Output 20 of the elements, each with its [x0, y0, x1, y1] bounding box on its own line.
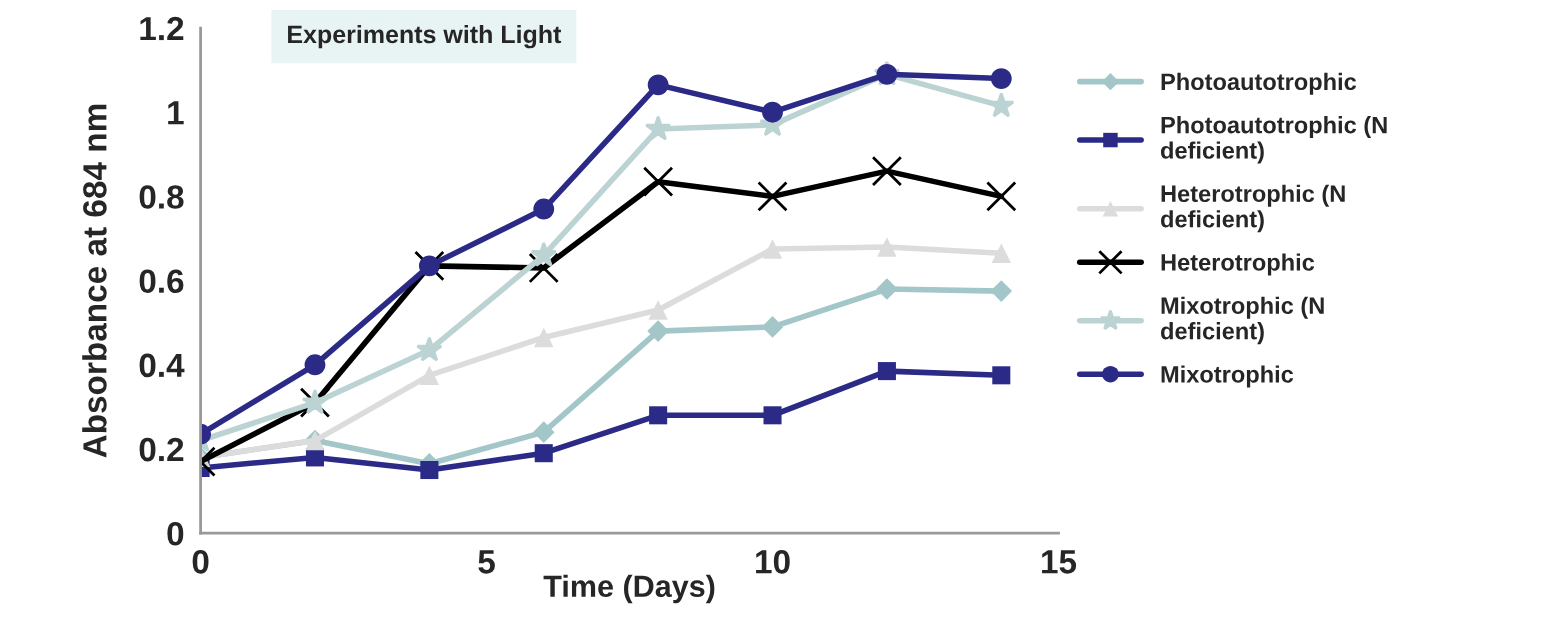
y-tick-label: 0.4: [139, 353, 185, 378]
legend-label: Mixotrophic (N deficient): [1161, 296, 1324, 345]
legend-label: Heterotrophic: [1161, 253, 1315, 276]
legend-label: Photoautotrophic (N deficient): [1161, 116, 1387, 164]
legend-label: Heterotrophic (N deficient): [1161, 184, 1345, 233]
y-tick-label: 1.2: [140, 16, 184, 41]
y-tick-label: 0.6: [139, 269, 184, 293]
y-tick-label: 1: [168, 101, 184, 125]
x-axis-title: Time (Days): [543, 574, 715, 604]
y-tick-label: 0.2: [139, 437, 184, 462]
x-tick-label: 5: [478, 550, 495, 574]
legend-label: Mixotrophic: [1161, 365, 1294, 388]
legend-label: Photoautotrophic: [1161, 72, 1357, 95]
chart-title: Experiments with Light: [288, 24, 562, 49]
x-tick-label: 0: [192, 550, 209, 574]
y-axis-title: Absorbance at 684 nm: [82, 104, 107, 458]
x-tick-label: 15: [1042, 550, 1077, 574]
y-tick-label: 0: [167, 521, 184, 546]
x-tick-label: 10: [756, 550, 790, 574]
y-tick-label: 0.8: [139, 185, 184, 209]
